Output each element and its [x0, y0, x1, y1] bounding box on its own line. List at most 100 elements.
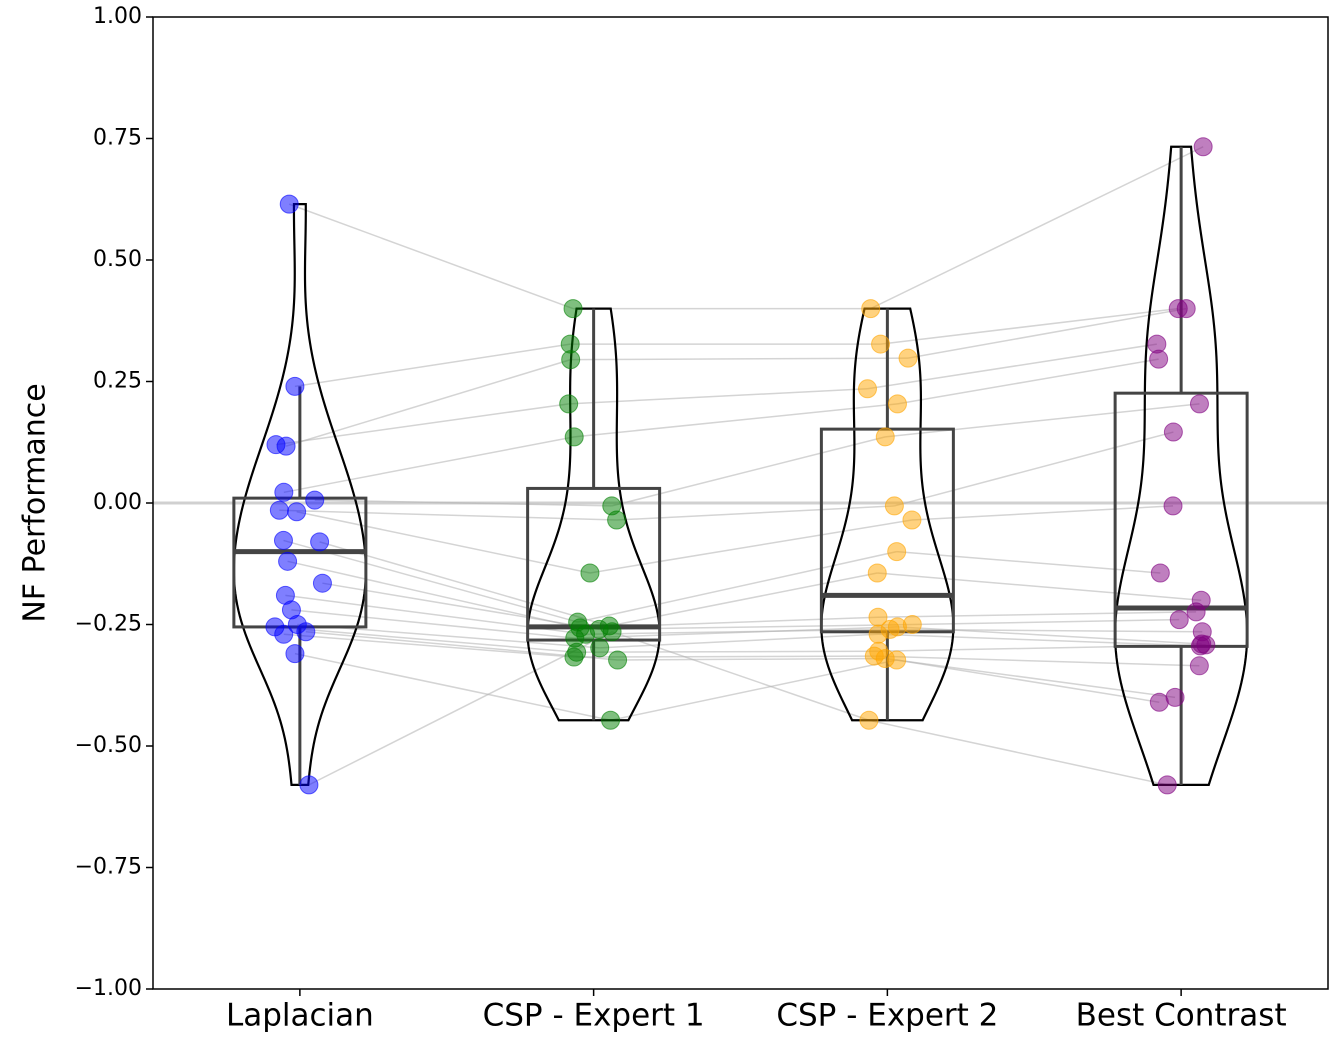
point	[1163, 422, 1183, 442]
box	[819, 427, 955, 634]
y-tick-label: 0.75	[93, 126, 142, 151]
pair-line	[867, 343, 1157, 390]
point	[312, 573, 332, 593]
point	[887, 650, 907, 670]
pair-line	[878, 633, 1201, 647]
pair-line	[896, 550, 1161, 574]
point	[266, 435, 286, 455]
pair-line	[911, 505, 1174, 521]
y-tick-label: 1.00	[93, 4, 142, 29]
pair-line	[308, 631, 613, 786]
point	[299, 775, 319, 795]
pair-line	[611, 436, 886, 507]
point	[590, 638, 610, 658]
y-axis-label: NF Performance	[18, 383, 53, 622]
point	[285, 376, 305, 396]
point	[561, 350, 581, 370]
point	[296, 622, 316, 642]
point	[274, 624, 294, 644]
point	[858, 379, 878, 399]
point	[285, 644, 305, 664]
point	[1169, 610, 1189, 630]
x-tick-label: Laplacian	[226, 998, 374, 1034]
point	[287, 502, 307, 522]
point	[1150, 563, 1170, 583]
point	[310, 532, 330, 552]
point	[1189, 394, 1209, 414]
y-tick-label: 0.50	[93, 247, 142, 272]
pair-line	[314, 499, 612, 507]
pair-line	[288, 203, 574, 310]
pair-line	[885, 403, 1200, 438]
point	[559, 394, 579, 414]
point	[1189, 656, 1209, 676]
point	[305, 490, 325, 510]
point	[1176, 299, 1196, 319]
pair-line	[874, 655, 1200, 667]
y-tick-label: −0.25	[75, 612, 142, 637]
point	[1149, 692, 1169, 712]
point	[1157, 775, 1177, 795]
pair-line	[880, 307, 1179, 345]
pair-line	[609, 572, 878, 627]
point	[1193, 137, 1213, 157]
pair-line	[611, 631, 870, 721]
point	[1196, 635, 1216, 655]
pair-line	[885, 657, 1176, 699]
y-tick-label: 0.00	[93, 490, 142, 515]
pair-line	[894, 431, 1174, 507]
point	[273, 530, 293, 550]
point	[1165, 687, 1185, 707]
pair-line	[870, 146, 1204, 310]
pair-line	[275, 403, 569, 446]
point	[884, 496, 904, 516]
point	[607, 510, 627, 530]
point	[887, 394, 907, 414]
pair-line	[274, 626, 577, 653]
pair-line	[599, 633, 879, 649]
x-tick-label: CSP - Expert 2	[776, 998, 998, 1034]
violin	[1114, 145, 1249, 786]
point	[867, 563, 887, 583]
pair-line	[877, 572, 1202, 601]
y-tick-label: 0.25	[93, 369, 142, 394]
point	[608, 650, 628, 670]
point	[861, 299, 881, 319]
pair-line	[897, 626, 1202, 645]
point	[1186, 602, 1206, 622]
plot-frame	[152, 16, 1329, 990]
point	[279, 194, 299, 214]
box	[1113, 391, 1249, 648]
point	[887, 542, 907, 562]
pair-line	[877, 611, 1197, 618]
pair-line	[897, 358, 1159, 405]
point	[278, 551, 298, 571]
point	[902, 510, 922, 530]
y-tick-label: −0.75	[75, 855, 142, 880]
pair-line	[570, 357, 909, 361]
pair-line	[868, 719, 1168, 786]
point	[601, 710, 621, 730]
y-tick-label: −0.50	[75, 733, 142, 758]
point	[1149, 349, 1169, 369]
point	[602, 622, 622, 642]
pair-line	[319, 541, 610, 627]
pair-line	[294, 343, 571, 388]
point	[859, 710, 879, 730]
pair-line	[287, 560, 581, 629]
point	[563, 299, 583, 319]
point	[274, 482, 294, 502]
pair-line	[574, 626, 898, 639]
pair-line	[283, 436, 575, 494]
pair-line	[279, 509, 617, 521]
point	[564, 427, 584, 447]
x-tick-label: CSP - Expert 1	[483, 998, 705, 1034]
point	[898, 348, 918, 368]
point	[868, 624, 888, 644]
pair-line	[912, 618, 1180, 626]
point	[871, 334, 891, 354]
point	[269, 500, 289, 520]
point	[580, 563, 600, 583]
pair-line	[322, 582, 600, 631]
pair-line	[568, 388, 868, 405]
